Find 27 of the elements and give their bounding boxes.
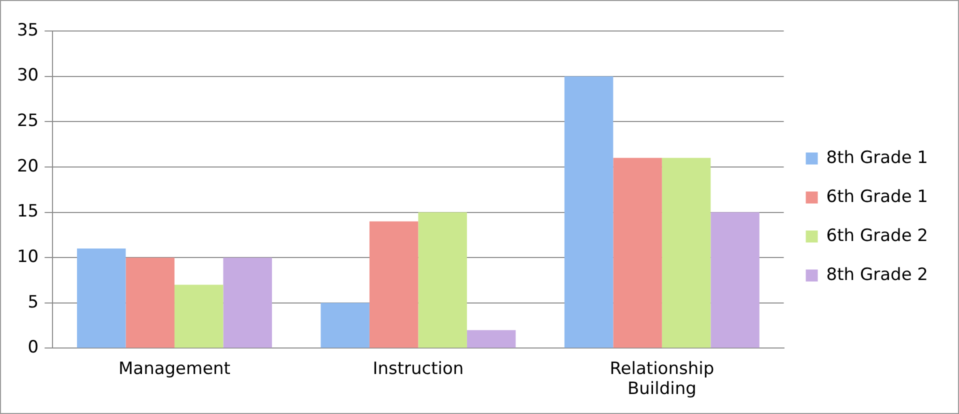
bar: [126, 258, 174, 348]
bar: [564, 76, 614, 348]
bar: [613, 158, 662, 348]
legend-label: 8th Grade 2: [826, 264, 928, 285]
bar: [320, 302, 370, 348]
bar: [223, 258, 272, 348]
legend-label: 6th Grade 2: [826, 226, 928, 246]
y-tick-label: 20: [16, 156, 39, 176]
y-tick-label: 5: [28, 292, 39, 312]
y-tick-label: 25: [16, 111, 39, 132]
y-tick-label: 0: [28, 338, 39, 358]
x-tick-label: Relationship Building: [610, 358, 714, 400]
legend-label: 8th Grade 1: [826, 148, 928, 168]
bar: [710, 212, 760, 348]
legend-label: 6th Grade 1: [826, 186, 928, 207]
bar: [662, 158, 711, 348]
y-tick-label: 10: [16, 246, 39, 267]
y-tick-label: 30: [16, 66, 39, 86]
y-tick-label: 15: [16, 202, 39, 222]
bar: [369, 221, 418, 348]
bar: [77, 248, 126, 348]
y-tick-label: 35: [16, 20, 39, 40]
bar: [174, 284, 224, 348]
x-tick-label: Instruction: [372, 358, 464, 379]
bar: [466, 330, 516, 348]
bar: [418, 212, 467, 348]
x-tick-label: Management: [118, 358, 231, 379]
